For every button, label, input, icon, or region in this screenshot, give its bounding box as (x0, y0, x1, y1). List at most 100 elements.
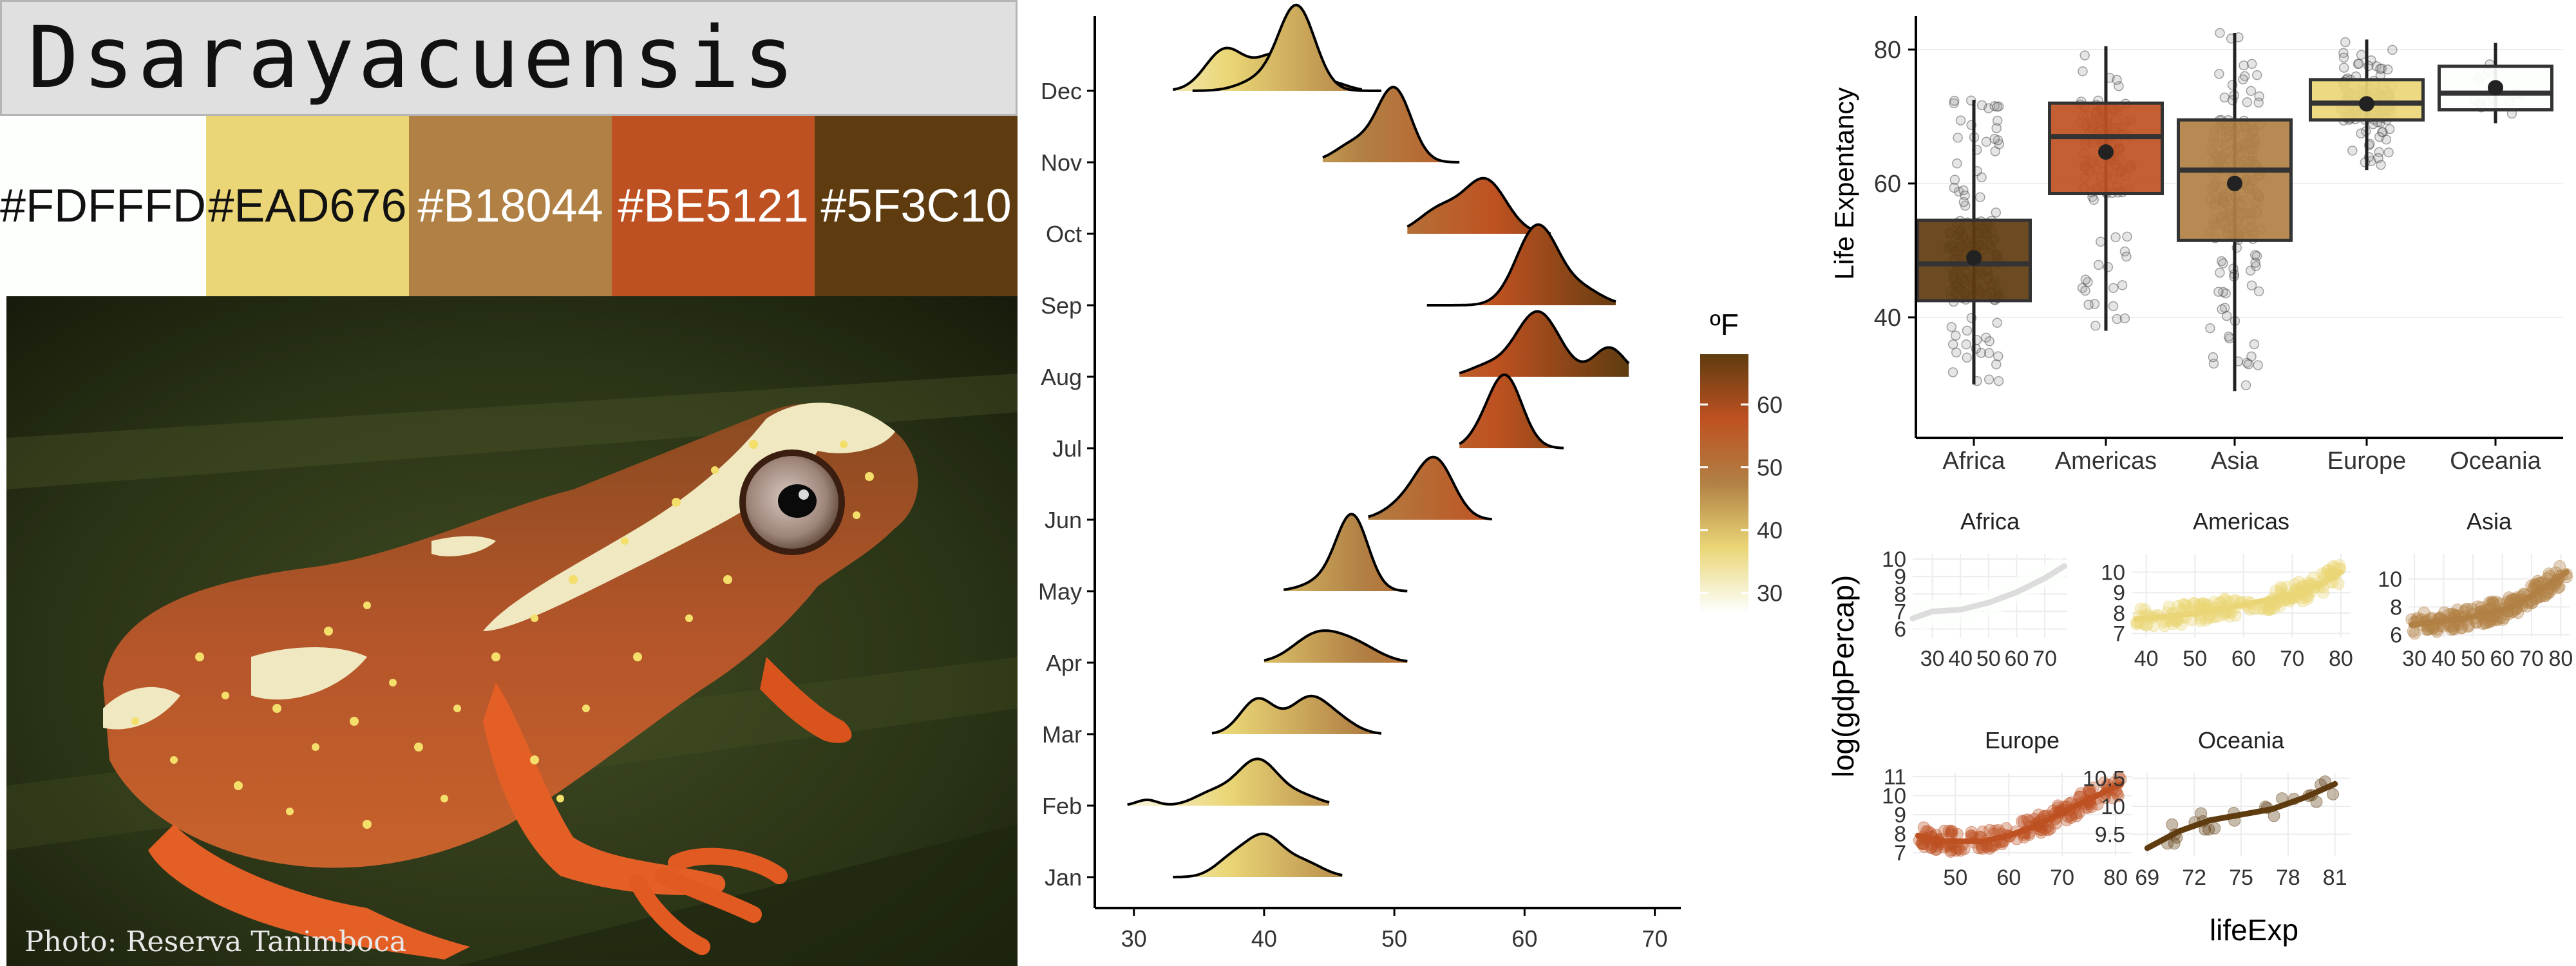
ridgeline-chart: Jan Feb Mar Apr May Jun Jul Aug Sep Oct Nov Dec 30 4… (1038, 3, 1783, 952)
ridge-line (1368, 455, 1492, 521)
data-point (1950, 330, 1961, 341)
facet-x-tick-label: 80 (2329, 647, 2353, 671)
data-point (2079, 50, 2090, 61)
ridge-area (1459, 375, 1564, 448)
data-point (2249, 250, 2260, 260)
ridge-area (1407, 178, 1551, 234)
data-point (2382, 64, 2393, 75)
ridge-area (1368, 457, 1492, 520)
mean-point (2488, 80, 2503, 96)
data-point (2090, 321, 2101, 331)
data-point (2096, 236, 2106, 247)
data-point (2376, 160, 2386, 170)
data-point (1958, 196, 1969, 207)
ridge-line (1173, 832, 1343, 878)
data-point (1947, 367, 1958, 377)
data-point (1976, 100, 1987, 111)
facet-x-tick-label: 60 (1996, 866, 2021, 890)
facet-point (2430, 625, 2443, 638)
data-point (2242, 357, 2252, 368)
facet-point (2280, 581, 2293, 593)
frog-photo: Photo: Reserva Tanimboca (6, 296, 1018, 966)
data-point (2253, 97, 2264, 108)
facet-point (2553, 560, 2566, 573)
facet-point (1919, 618, 1932, 630)
facet-x-tick-label: 40 (1948, 647, 1973, 671)
data-point (2246, 86, 2257, 96)
ridge-x-tick-label: 40 (1251, 925, 1277, 952)
facet-point (2060, 814, 2073, 827)
ridge-x-tick-label: 60 (1511, 925, 1537, 952)
ridge-line (1406, 176, 1551, 235)
ridge-month-label: May (1038, 578, 1082, 605)
facet-point (2052, 799, 2065, 812)
facet-title: Europe (1985, 727, 2060, 753)
legend-title: ºF (1710, 308, 1739, 341)
facet-x-tick-label: 60 (2005, 647, 2029, 671)
data-point (2375, 64, 2385, 74)
facet-point (2041, 824, 2054, 837)
ridge-month-label: Mar (1042, 721, 1082, 748)
facet-point (1984, 842, 1996, 855)
ridge-area (1173, 833, 1343, 877)
ridge-area (1127, 759, 1329, 806)
facet-x-tick-label: 72 (2182, 866, 2206, 890)
data-point (1960, 190, 1970, 201)
category-label: Oceania (2450, 448, 2541, 475)
data-point (2250, 258, 2260, 268)
facet-trend-line (2409, 569, 2570, 628)
data-point (1994, 139, 2005, 149)
facet-y-tick-label: 8 (1894, 822, 1906, 847)
facet-y-tick-label: 10 (1882, 547, 1906, 572)
swatch-label: #FDFFFD (0, 180, 206, 232)
ridge-month-label: Feb (1042, 793, 1082, 819)
facet-x-tick-label: 80 (2103, 866, 2128, 890)
data-point (2217, 304, 2227, 315)
data-point (1992, 317, 2002, 328)
data-point (2374, 147, 2384, 158)
data-point (2114, 81, 2124, 91)
data-point (2384, 124, 2395, 135)
ridge-area (1283, 514, 1408, 591)
data-point (1984, 103, 1994, 113)
data-point (1975, 192, 1985, 202)
facet-x-tick-label: 60 (2231, 647, 2256, 671)
data-point (2249, 339, 2260, 350)
data-point (2088, 194, 2099, 205)
mean-point (2227, 175, 2242, 191)
data-point (2215, 28, 2225, 38)
facet-y-tick-label: 9 (2113, 581, 2125, 605)
facet-point (2195, 807, 2208, 820)
facet-x-tick-label: 50 (1976, 647, 2001, 671)
photo-credit: Photo: Reserva Tanimboca (24, 925, 407, 958)
facet-y-title: log(gdpPercap) (1826, 575, 1860, 778)
facet-y-tick-label: 8 (1894, 582, 1906, 607)
data-point (1949, 98, 1959, 109)
facet-x-tick-label: 50 (1943, 866, 1967, 890)
facet-y-tick-label: 10 (1882, 784, 1906, 808)
swatch-label: #B18044 (417, 180, 603, 232)
data-point (2251, 251, 2262, 261)
facet-x-tick-label: 70 (2032, 647, 2057, 671)
data-point (1991, 123, 2002, 133)
data-point (1981, 332, 1991, 343)
data-point (2243, 359, 2254, 370)
ridge-line (1283, 513, 1408, 592)
data-point (2387, 44, 2398, 55)
facet-point (2016, 573, 2029, 586)
data-point (2378, 127, 2388, 137)
data-point (2377, 127, 2387, 138)
ridge-month-label: Aug (1041, 364, 1082, 390)
facet-point (2058, 571, 2070, 583)
facet-point (2018, 815, 2031, 828)
data-point (2239, 60, 2249, 71)
facet-point (2168, 837, 2181, 850)
data-point (2242, 97, 2253, 108)
facet-title: Americas (2193, 508, 2289, 535)
data-point (2215, 267, 2225, 278)
data-point (2080, 274, 2091, 285)
ridge-line (1127, 757, 1330, 806)
data-point (2110, 232, 2121, 243)
